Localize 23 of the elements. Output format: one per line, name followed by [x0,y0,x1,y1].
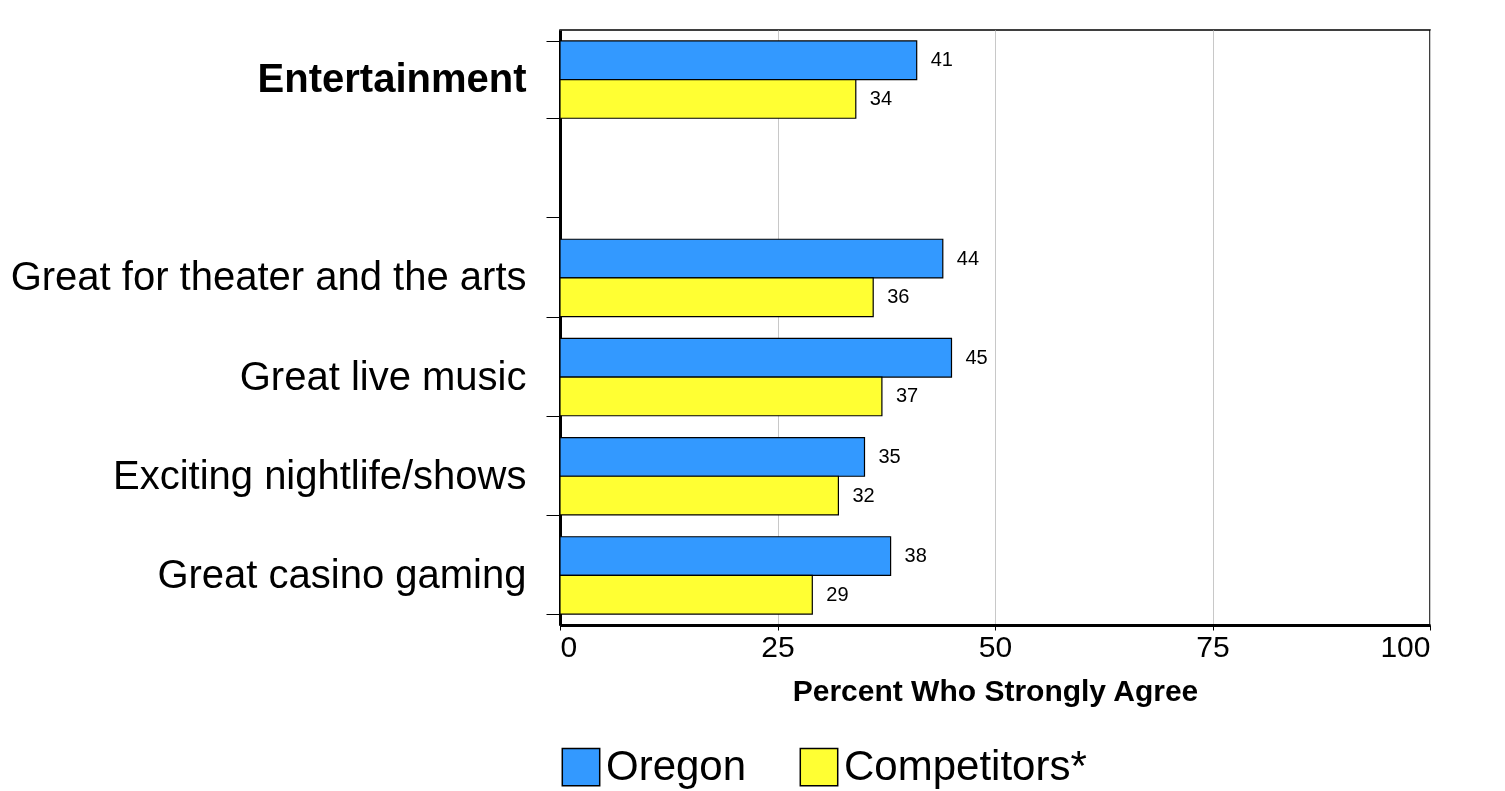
data-label: 35 [878,444,901,467]
data-label: 45 [965,345,988,368]
y-tick-label: Entertainment [257,56,527,101]
data-label: 37 [895,384,919,407]
x-tick-label: 100 [1380,629,1431,663]
legend-label: Competitors* [844,742,1087,790]
y-tick-label: Great live music [239,353,527,398]
data-label: 44 [956,246,980,269]
data-label: 38 [904,544,927,567]
data-label: 36 [887,285,910,308]
y-tick-label: Exciting nightlife/shows [112,452,527,497]
data-label: 32 [852,483,875,506]
legend-label: Oregon [606,742,747,790]
y-tick-label: Great for theater and the arts [10,254,527,299]
x-tick-label: 75 [1196,629,1230,663]
x-tick-label: 0 [560,629,578,663]
data-label: 41 [930,48,953,71]
data-label: 34 [869,86,893,109]
x-tick-label: 50 [978,629,1013,663]
x-tick-label: 25 [761,629,795,663]
x-axis-title: Percent Who Strongly Agree [792,673,1199,707]
data-label: 29 [826,582,849,605]
y-tick-label: Great casino gaming [157,551,527,596]
